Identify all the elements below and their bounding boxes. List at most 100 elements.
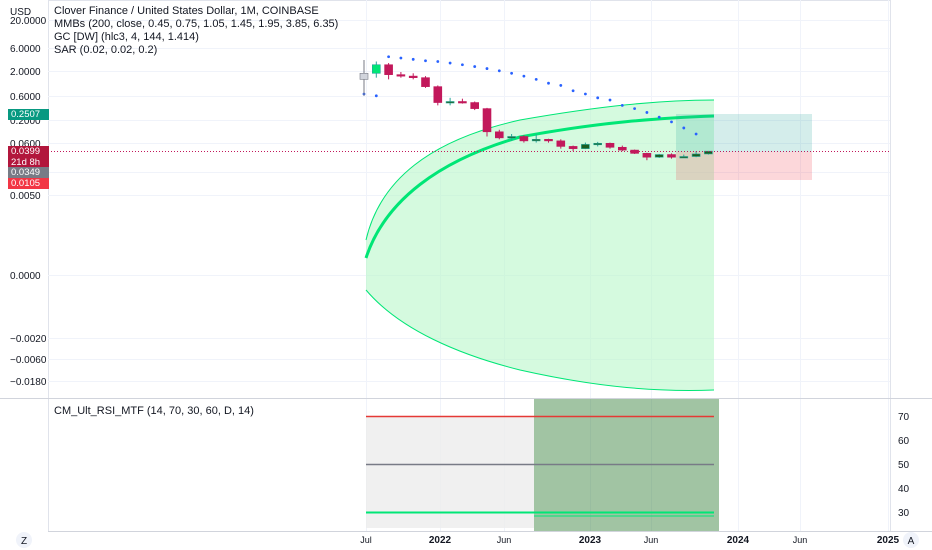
candle-body [581,144,590,149]
candle-body [593,142,603,146]
gc-band-fill [366,100,714,391]
time-axis-tick: 2025 [877,535,900,546]
sar-dot [694,132,698,136]
price-axis[interactable]: 20.00006.00002.00000.60000.20000.06000.0… [10,16,47,388]
rsi-axis-tick: 40 [898,484,910,495]
candle-body [371,64,381,74]
price-axis-tick: −0.0180 [10,377,47,388]
price-tag-low: 0.0105 [8,178,49,189]
sar-dot [411,57,415,61]
candle-body [667,154,676,158]
rsi-axis-tick: 70 [898,412,910,423]
sar-dot [473,65,477,68]
sar-dot [522,74,526,78]
sar-dot [399,56,403,60]
time-axis-tick: Jun [644,535,659,545]
legend-gc[interactable]: GC [DW] (hlc3, 4, 144, 1.414) [54,31,199,43]
price-axis-tick: 0.2000 [10,116,41,127]
sar-dot [424,59,427,63]
rsi-neutral-zone [366,416,534,528]
price-axis-tick: 2.0000 [10,67,41,78]
time-axis-tick: Jun [497,535,512,545]
sar-dot [387,55,390,59]
legend-symbol[interactable]: Clover Finance / United States Dollar, 1… [54,5,319,17]
corner-left-button[interactable] [16,532,32,548]
candle-body [617,146,627,151]
sar-dot [620,103,624,107]
candle-body [458,101,467,104]
rsi-axis[interactable]: 70 60 50 40 30 [898,412,910,519]
sar-dot [534,77,538,81]
candle-body [421,77,430,87]
candle-body [642,153,652,158]
legend-sar[interactable]: SAR (0.02, 0.02, 0.2) [54,44,158,56]
currency-label: USD [10,7,31,18]
legend-rsi[interactable]: CM_Ult_RSI_MTF (14, 70, 30, 60, D, 14) [54,405,254,417]
price-axis-tick: 0.0600 [10,139,41,150]
candle-body [470,102,480,109]
time-axis-tick: 2024 [727,535,750,546]
sar-dot [645,111,649,114]
corner-right-label: A [908,536,915,547]
candle-body [494,131,504,139]
candle-body [519,136,529,142]
candle-body [556,140,566,147]
sar-dot [374,94,378,98]
candle-body [396,74,406,77]
legend-mmbs[interactable]: MMBs (200, close, 0.45, 0.75, 1.05, 1.45… [54,18,339,30]
price-axis-tick: 0.0000 [10,271,41,282]
candle-body [531,139,541,142]
candle-body [433,86,443,103]
candle-body [482,108,492,133]
sar-dot [571,89,575,93]
sar-dot [670,120,673,124]
corner-left-label: Z [21,536,27,547]
sar-dot [559,84,563,87]
gc-band-upper [365,99,715,241]
sar-dot [682,126,686,130]
rsi-pane [366,399,719,531]
price-axis-tick: 0.6000 [10,92,41,103]
time-axis-tick: 2023 [579,535,602,546]
candle-body [605,142,615,148]
price-axis-tick: 20.0000 [10,16,47,27]
position-target-zone [676,114,812,152]
position-box [676,114,812,180]
candle-body [408,75,418,78]
corner-right-button[interactable] [903,532,919,548]
sar-dot [596,96,600,100]
price-tag-last: 0.0399 [8,146,49,157]
candle-body [445,101,455,104]
sar-dot [657,115,661,119]
candle-body [359,72,369,80]
candle-body [630,149,639,154]
time-axis-tick: Jul [360,535,372,545]
candle-body [679,156,689,159]
sar-dot [510,71,513,75]
candlesticks [359,60,713,161]
rsi-axis-tick: 30 [898,508,910,519]
sar-dot [584,92,587,96]
price-axis-tick: −0.0060 [10,355,47,366]
candle-body [691,153,701,157]
sar-dot [485,67,489,70]
price-axis-tick: 6.0000 [10,44,41,55]
sar-dot [608,98,612,102]
time-axis-tick: 2022 [429,535,452,546]
time-axis-tick: Jun [793,535,808,545]
sar-dot [436,60,440,63]
sar-dots [362,55,698,136]
price-axis-tick: −0.0020 [10,334,47,345]
candle-body [507,136,516,139]
sar-dot [497,69,501,73]
sar-dot [448,61,452,65]
sar-dot [547,81,550,85]
candle-body [544,139,553,142]
price-axis-tick: 0.0050 [10,191,41,202]
candle-body [384,64,393,75]
candle-body [568,146,578,149]
time-axis[interactable]: Jul 2022 Jun 2023 Jun 2024 Jun 2025 [360,535,899,546]
rsi-axis-tick: 50 [898,460,910,471]
price-tag-countdown: 21d 8h [8,157,49,168]
